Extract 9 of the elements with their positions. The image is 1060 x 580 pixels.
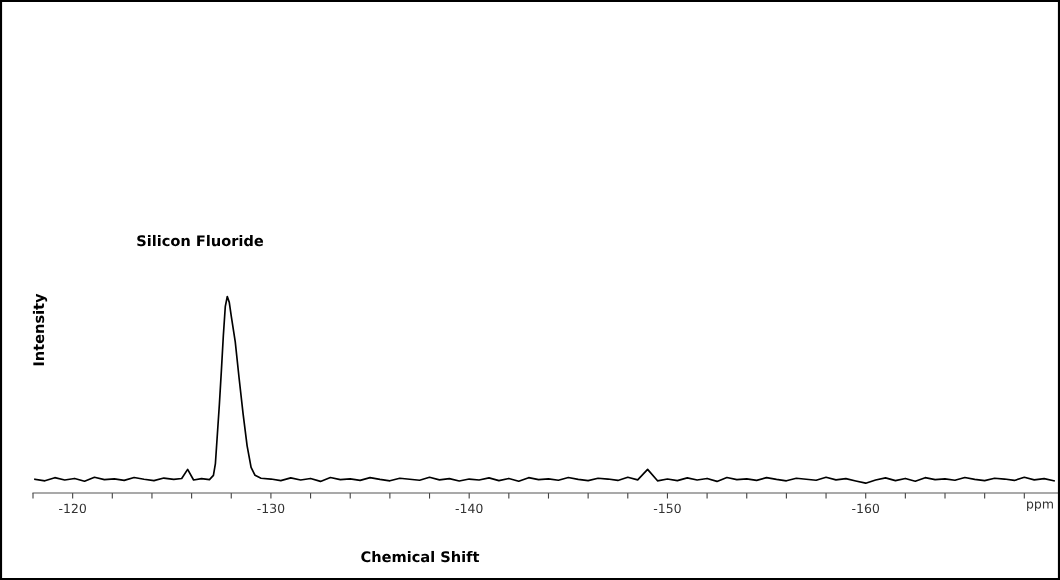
x-tick-label: -130 — [257, 503, 285, 514]
x-axis-title: Chemical Shift — [361, 550, 480, 563]
x-tick-label: -140 — [455, 503, 483, 514]
y-axis-title: Intensity — [32, 293, 48, 366]
text: ppm — [1027, 501, 1053, 512]
x-tick-label: -160 — [852, 503, 880, 514]
x-tick-label: -120 — [59, 503, 87, 514]
x-tick-label: -150 — [653, 503, 681, 514]
text: Silicon Fluoride — [137, 234, 264, 247]
